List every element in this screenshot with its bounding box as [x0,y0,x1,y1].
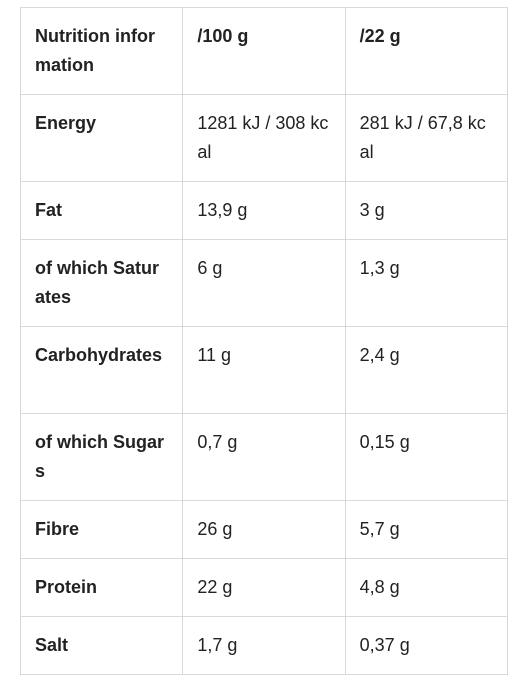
header-cell-nutrition: Nutrition information [19,7,184,95]
row-value-per-100g: 11 g [182,326,346,414]
row-value-per-100g: 13,9 g [182,181,346,240]
row-value-per-22g: 4,8 g [344,558,509,617]
table-row: of which Sugars 0,7 g 0,15 g [19,413,509,501]
row-value-per-22g: 2,4 g [344,326,509,414]
row-label: Carbohydrates [19,326,184,414]
row-value-per-22g: 0,37 g [344,616,509,675]
row-value-per-100g: 0,7 g [182,413,346,501]
table-row: Protein 22 g 4,8 g [19,558,509,617]
row-label: Energy [19,94,184,182]
row-value-per-100g: 26 g [182,500,346,559]
row-label: Fat [19,181,184,240]
table-row: of which Saturates 6 g 1,3 g [19,239,509,327]
table-header-row: Nutrition information /100 g /22 g [19,7,509,95]
row-label: Protein [19,558,184,617]
row-value-per-100g: 6 g [182,239,346,327]
row-value-per-22g: 281 kJ / 67,8 kcal [344,94,509,182]
header-cell-per-100g: /100 g [182,7,346,95]
row-label: Salt [19,616,184,675]
row-label: of which Saturates [19,239,184,327]
row-value-per-22g: 0,15 g [344,413,509,501]
header-cell-per-22g: /22 g [344,7,509,95]
row-value-per-100g: 1,7 g [182,616,346,675]
table-row: Salt 1,7 g 0,37 g [19,616,509,675]
table-row: Fat 13,9 g 3 g [19,181,509,240]
row-value-per-22g: 1,3 g [344,239,509,327]
row-label: of which Sugars [19,413,184,501]
table-row: Fibre 26 g 5,7 g [19,500,509,559]
table-row: Carbohydrates 11 g 2,4 g [19,326,509,414]
row-value-per-100g: 22 g [182,558,346,617]
row-value-per-100g: 1281 kJ / 308 kcal [182,94,346,182]
row-label: Fibre [19,500,184,559]
table-row: Energy 1281 kJ / 308 kcal 281 kJ / 67,8 … [19,94,509,182]
nutrition-table: Nutrition information /100 g /22 g Energ… [19,7,509,675]
row-value-per-22g: 3 g [344,181,509,240]
row-value-per-22g: 5,7 g [344,500,509,559]
